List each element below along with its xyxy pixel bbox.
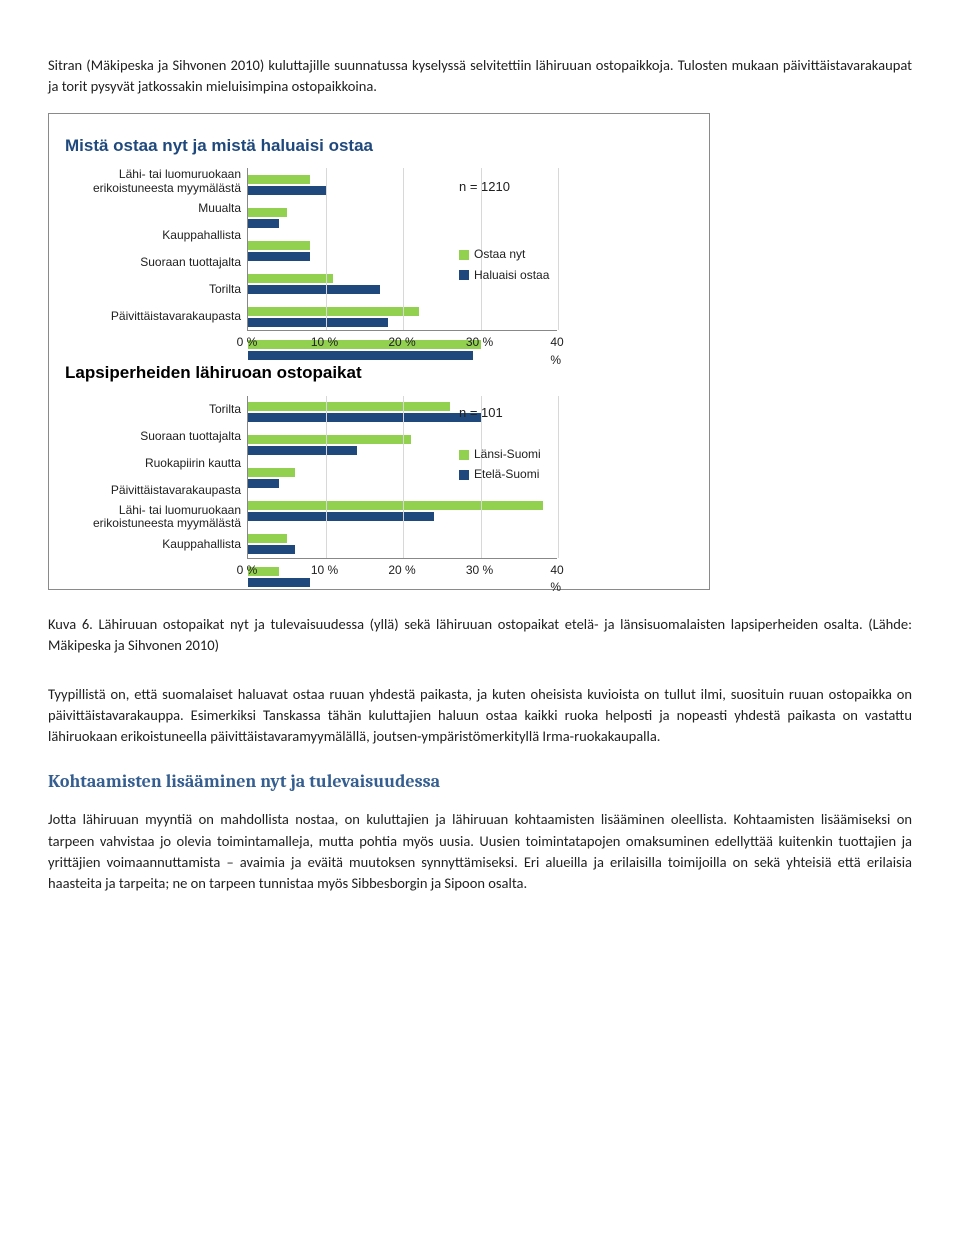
- legend-item: Ostaa nyt: [459, 246, 549, 263]
- chart-legend: Länsi-Suomi Etelä-Suomi: [459, 446, 541, 487]
- intro-paragraph: Sitran (Mäkipeska ja Sihvonen 2010) kulu…: [48, 55, 912, 97]
- bar: [248, 545, 295, 554]
- category-label: Lähi- tai luomuruokaan erikoistuneesta m…: [59, 168, 241, 195]
- axis-tick: 0 %: [237, 562, 258, 579]
- category-label: Torilta: [59, 396, 241, 423]
- bar: [248, 307, 419, 316]
- bar: [248, 578, 310, 587]
- legend-label: Länsi-Suomi: [474, 446, 541, 463]
- legend-item: Länsi-Suomi: [459, 446, 541, 463]
- legend-swatch: [459, 250, 469, 260]
- category-label: Suoraan tuottajalta: [59, 249, 241, 276]
- category-label: Lähi- tai luomuruokaan erikoistuneesta m…: [59, 504, 241, 531]
- bar: [248, 413, 481, 422]
- bar: [248, 446, 357, 455]
- section-heading: Kohtaamisten lisääminen nyt ja tulevaisu…: [48, 769, 912, 795]
- axis-tick: 40 %: [550, 334, 563, 369]
- chart-1: Mistä ostaa nyt ja mistä haluaisi ostaa L…: [59, 134, 699, 352]
- legend-item: Haluaisi ostaa: [459, 267, 549, 284]
- chart-2: Lapsiperheiden lähiruoan ostopaikatToril…: [59, 361, 699, 579]
- legend-swatch: [459, 470, 469, 480]
- category-label: Torilta: [59, 276, 241, 303]
- legend-label: Ostaa nyt: [474, 246, 525, 263]
- n-label: n = 1210: [459, 178, 510, 197]
- n-label: n = 101: [459, 404, 503, 423]
- figure-caption: Kuva 6. Lähiruuan ostopaikat nyt ja tule…: [48, 614, 912, 656]
- bar: [248, 351, 473, 360]
- bar: [248, 501, 543, 510]
- chart-title: Mistä ostaa nyt ja mistä haluaisi ostaa: [65, 134, 699, 159]
- bar: [248, 435, 411, 444]
- category-label: Muualta: [59, 195, 241, 222]
- chart-legend: Ostaa nyt Haluaisi ostaa: [459, 246, 549, 287]
- axis-tick: 10 %: [311, 562, 338, 579]
- bar: [248, 468, 295, 477]
- bar: [248, 512, 434, 521]
- category-label: Ruokapiirin kautta: [59, 450, 241, 477]
- body-paragraph-2: Jotta lähiruuan myyntiä on mahdollista n…: [48, 809, 912, 893]
- bar: [248, 402, 450, 411]
- category-label: Päivittäistavarakaupasta: [59, 477, 241, 504]
- legend-swatch: [459, 450, 469, 460]
- body-paragraph-1: Tyypillistä on, että suomalaiset haluava…: [48, 684, 912, 747]
- category-label: Kauppahallista: [59, 222, 241, 249]
- legend-label: Etelä-Suomi: [474, 466, 539, 483]
- category-label: Suoraan tuottajalta: [59, 423, 241, 450]
- bar: [248, 219, 279, 228]
- bar: [248, 252, 310, 261]
- axis-tick: 40 %: [550, 562, 563, 597]
- legend-swatch: [459, 270, 469, 280]
- bar: [248, 318, 388, 327]
- category-label: Päivittäistavarakaupasta: [59, 303, 241, 330]
- bar: [248, 175, 310, 184]
- axis-tick: 20 %: [388, 562, 415, 579]
- axis-tick: 30 %: [466, 334, 493, 351]
- bar: [248, 274, 333, 283]
- legend-label: Haluaisi ostaa: [474, 267, 549, 284]
- bar: [248, 285, 380, 294]
- bar: [248, 208, 287, 217]
- axis-tick: 30 %: [466, 562, 493, 579]
- bar: [248, 534, 287, 543]
- category-label: Kauppahallista: [59, 531, 241, 558]
- figure-box: Mistä ostaa nyt ja mistä haluaisi ostaa L…: [48, 113, 710, 590]
- bar: [248, 241, 310, 250]
- bar: [248, 479, 279, 488]
- axis-tick: 10 %: [311, 334, 338, 351]
- legend-item: Etelä-Suomi: [459, 466, 541, 483]
- axis-tick: 20 %: [388, 334, 415, 351]
- axis-tick: 0 %: [237, 334, 258, 351]
- bar: [248, 186, 326, 195]
